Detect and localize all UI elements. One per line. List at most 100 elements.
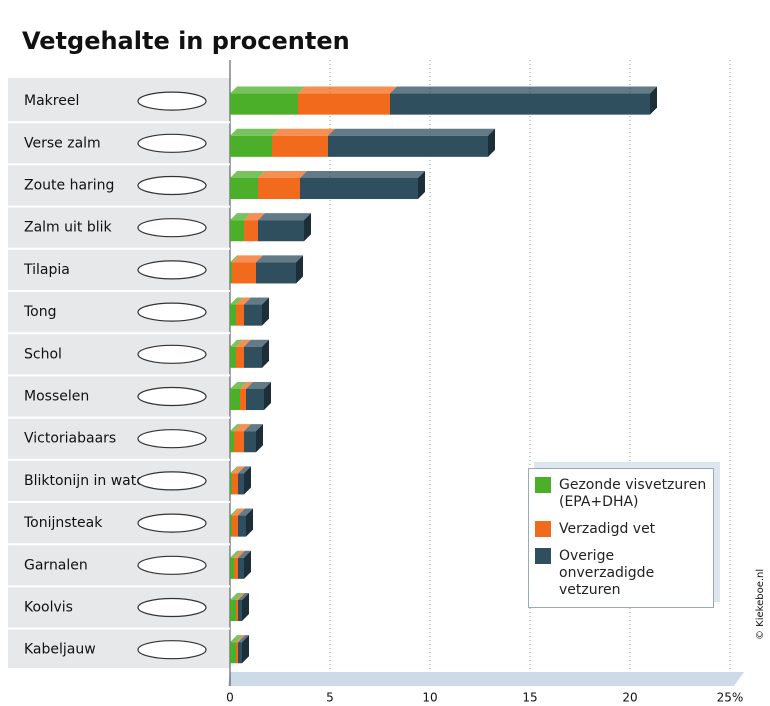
legend-label: Verzadigd vet <box>559 521 655 538</box>
bar <box>232 262 256 283</box>
category-label: Zalm uit blik <box>24 220 113 236</box>
bar <box>236 642 238 663</box>
category-label: Garnalen <box>24 557 88 573</box>
x-tick-label: 15 <box>522 691 537 705</box>
fish-icon <box>138 345 206 363</box>
x-tick-label: 10 <box>422 691 437 705</box>
bar <box>230 473 232 494</box>
fish-icon <box>138 92 206 110</box>
fish-icon <box>138 599 206 617</box>
category-label: Koolvis <box>24 600 73 616</box>
bar <box>234 558 238 579</box>
legend-label: Gezonde visvetzuren (EPA+DHA) <box>559 477 707 511</box>
bar <box>236 305 244 326</box>
page: {"chart_data": {"type": "bar", "orientat… <box>0 0 770 706</box>
axis-floor <box>228 672 744 686</box>
fish-icon <box>138 219 206 237</box>
x-tick-label: 20 <box>622 691 637 705</box>
bar <box>230 220 244 241</box>
fish-icon <box>138 641 206 659</box>
fish-icon <box>138 472 206 490</box>
bar <box>256 262 296 283</box>
legend-entry: Verzadigd vet <box>535 521 707 538</box>
bar-top <box>272 129 335 136</box>
bar <box>238 516 246 537</box>
bar <box>230 178 258 199</box>
bar <box>230 642 236 663</box>
category-label: Tong <box>23 304 57 320</box>
bar <box>238 558 244 579</box>
bar-top <box>258 213 311 220</box>
category-label: Bliktonijn in water <box>24 473 151 489</box>
bar <box>246 389 264 410</box>
bar <box>236 600 238 621</box>
bar <box>230 516 232 537</box>
credit: © Kiekeboe.nl <box>755 569 766 640</box>
bar <box>244 220 258 241</box>
bar <box>300 178 418 199</box>
bar-top <box>230 87 305 94</box>
bar <box>230 262 232 283</box>
category-label: Verse zalm <box>24 135 101 151</box>
bar <box>244 431 256 452</box>
category-label: Zoute haring <box>24 178 114 194</box>
bar <box>232 473 238 494</box>
x-tick-label: 25% <box>717 691 744 705</box>
x-tick-label: 5 <box>326 691 334 705</box>
bar <box>230 305 236 326</box>
bar-top <box>230 129 279 136</box>
x-tick-label: 0 <box>226 691 234 705</box>
category-label: Makreel <box>24 93 79 109</box>
bar <box>238 600 242 621</box>
bar <box>234 431 244 452</box>
bar-top <box>256 255 303 262</box>
legend: Gezonde visvetzuren (EPA+DHA) Verzadigd v… <box>528 468 714 608</box>
category-label: Kabeljauw <box>24 642 96 658</box>
bar <box>230 347 236 368</box>
bar <box>244 347 262 368</box>
legend-entry: Overige onverzadigde vetzuren <box>535 548 707 599</box>
bar-top <box>298 87 397 94</box>
bar <box>230 600 236 621</box>
bar <box>230 389 240 410</box>
bar <box>232 516 238 537</box>
bar <box>230 94 298 115</box>
bar <box>240 389 246 410</box>
chart-title: Vetgehalte in procenten <box>22 27 350 55</box>
bar <box>298 94 390 115</box>
bar <box>238 473 244 494</box>
category-label: Schol <box>24 346 62 362</box>
bar <box>230 431 234 452</box>
bar <box>236 347 244 368</box>
legend-entry: Gezonde visvetzuren (EPA+DHA) <box>535 477 707 511</box>
fish-icon <box>138 514 206 532</box>
fish-icon <box>138 177 206 195</box>
bar <box>328 136 488 157</box>
bar <box>230 558 234 579</box>
bar <box>390 94 650 115</box>
fish-icon <box>138 134 206 152</box>
label-panel <box>8 78 230 668</box>
fish-icon <box>138 430 206 448</box>
category-label: Mosselen <box>24 389 89 405</box>
bar-top <box>300 171 425 178</box>
fish-icon <box>138 303 206 321</box>
bar-top <box>258 171 307 178</box>
bar <box>244 305 262 326</box>
bar <box>272 136 328 157</box>
legend-swatch <box>535 521 551 537</box>
legend-swatch <box>535 477 551 493</box>
bar-top <box>390 87 657 94</box>
bar <box>238 642 242 663</box>
fish-icon <box>138 556 206 574</box>
bar <box>258 178 300 199</box>
bar <box>258 220 304 241</box>
category-label: Tonijnsteak <box>23 515 103 531</box>
legend-swatch <box>535 548 551 564</box>
category-label: Victoriabaars <box>24 431 116 447</box>
fish-icon <box>138 388 206 406</box>
category-label: Tilapia <box>23 262 70 278</box>
fish-icon <box>138 261 206 279</box>
bar-top <box>328 129 495 136</box>
legend-label: Overige onverzadigde vetzuren <box>559 548 707 599</box>
